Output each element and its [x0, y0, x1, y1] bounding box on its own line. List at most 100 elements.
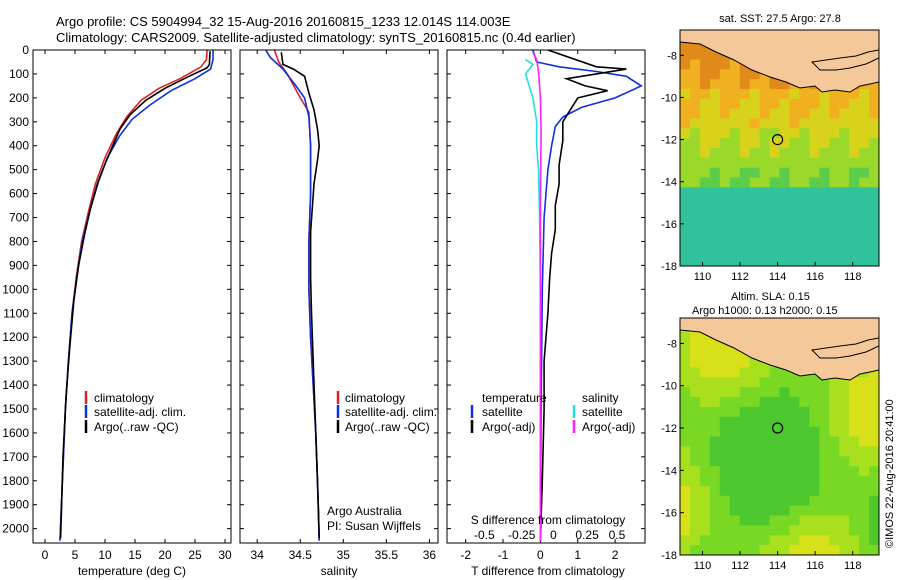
sst-cell — [729, 157, 741, 169]
sla-cell — [859, 397, 870, 408]
sla-cell — [769, 505, 780, 517]
sst-cell — [859, 256, 870, 266]
sla-cell — [789, 515, 800, 526]
sla-cell — [819, 535, 830, 546]
sst-cell — [759, 216, 771, 228]
sla-cell — [699, 416, 711, 428]
sst-cell — [849, 187, 860, 198]
sla-cell — [690, 525, 701, 536]
sla-cell — [719, 367, 731, 378]
sst-cell — [749, 187, 761, 198]
sst-cell — [869, 177, 879, 188]
sla-cell — [709, 367, 721, 378]
sla-cell — [789, 476, 800, 487]
sst-cell — [680, 197, 691, 208]
sst-cell — [739, 138, 751, 149]
sla-cell — [769, 545, 780, 555]
sla-cell — [709, 426, 721, 438]
sla-cell — [809, 426, 820, 438]
sla-cell — [719, 377, 731, 388]
sst-map-lon-tick-label: 118 — [844, 271, 862, 283]
sla-cell — [839, 525, 850, 536]
sst-cell — [759, 148, 771, 159]
sla-cell — [849, 387, 860, 398]
sst-cell — [759, 118, 771, 129]
sla-cell — [690, 485, 701, 497]
sla-cell — [859, 485, 870, 497]
sla-cell — [799, 495, 810, 507]
sst-cell — [859, 197, 870, 208]
sst-cell — [690, 79, 701, 90]
sst-cell — [699, 187, 711, 198]
sla-cell — [729, 397, 741, 408]
sla-cell — [709, 476, 721, 487]
sst-cell — [839, 128, 850, 139]
sla-cell — [859, 495, 870, 507]
sst-cell — [729, 148, 741, 159]
sst-cell — [869, 187, 879, 198]
salinity-panel: 34 34.5 35 35.5 36 salinity climatology sate… — [239, 49, 439, 578]
sst-cell — [789, 89, 800, 100]
sla-cell — [849, 525, 860, 536]
sst-cell — [869, 89, 879, 100]
sla-cell — [869, 515, 879, 526]
sst-cell — [769, 98, 780, 110]
depth-tick-label: 1900 — [2, 498, 29, 512]
sst-cell — [869, 128, 879, 139]
sst-cell — [809, 246, 820, 257]
sla-cell — [809, 476, 820, 487]
sst-cell — [769, 148, 780, 159]
sla-cell — [819, 416, 830, 428]
sla-cell — [699, 466, 711, 477]
sst-cell — [729, 216, 741, 228]
sst-cell — [849, 177, 860, 188]
temperature-panel: 0100200300400500600700800900100011001200… — [2, 43, 232, 578]
sst-cell — [849, 148, 860, 159]
sla-cell — [869, 535, 879, 546]
sst-cell — [690, 148, 701, 159]
sla-cell — [849, 426, 860, 438]
sst-cell — [789, 246, 800, 257]
sla-cell — [809, 545, 820, 555]
sst-cell — [789, 197, 800, 208]
sst-map-island — [810, 49, 879, 71]
sla-cell — [699, 426, 711, 438]
sla-cell — [769, 406, 780, 418]
difference-top-tick-label: 0.5 — [609, 528, 626, 542]
sst-cell — [849, 216, 860, 228]
sla-cell — [729, 505, 741, 517]
sla-cell — [849, 485, 860, 497]
sst-cell — [779, 98, 790, 110]
sla-cell — [799, 466, 810, 477]
sla-cell — [719, 456, 731, 467]
sla-map-lon-tick-label: 110 — [694, 560, 712, 572]
sst-cell — [749, 118, 761, 129]
sla-cell — [739, 476, 751, 487]
sst-cell — [749, 89, 761, 100]
sst-cell — [789, 167, 800, 179]
sst-cell — [829, 177, 840, 188]
sst-cell — [859, 246, 870, 257]
sst-cell — [709, 59, 721, 70]
sst-cell — [690, 108, 701, 120]
sla-cell — [779, 416, 790, 428]
sla-cell — [859, 377, 870, 388]
depth-tick-label: 200 — [9, 91, 29, 105]
sst-cell — [699, 49, 711, 61]
sst-cell — [739, 256, 751, 266]
sst-cell — [769, 108, 780, 120]
sla-cell — [749, 446, 761, 457]
sla-cell — [809, 505, 820, 517]
sst-cell — [690, 177, 701, 188]
sst-cell — [789, 207, 800, 218]
sst-cell — [779, 177, 790, 188]
sla-cell — [859, 387, 870, 398]
sla-cell — [729, 357, 741, 368]
sla-cell — [799, 515, 810, 526]
sst-cell — [819, 187, 830, 198]
salinity-x-tick-label: 35.5 — [375, 548, 399, 562]
sla-cell — [680, 347, 691, 359]
sst-cell — [709, 118, 721, 129]
sla-cell — [759, 466, 771, 477]
sst-cell — [680, 167, 691, 179]
